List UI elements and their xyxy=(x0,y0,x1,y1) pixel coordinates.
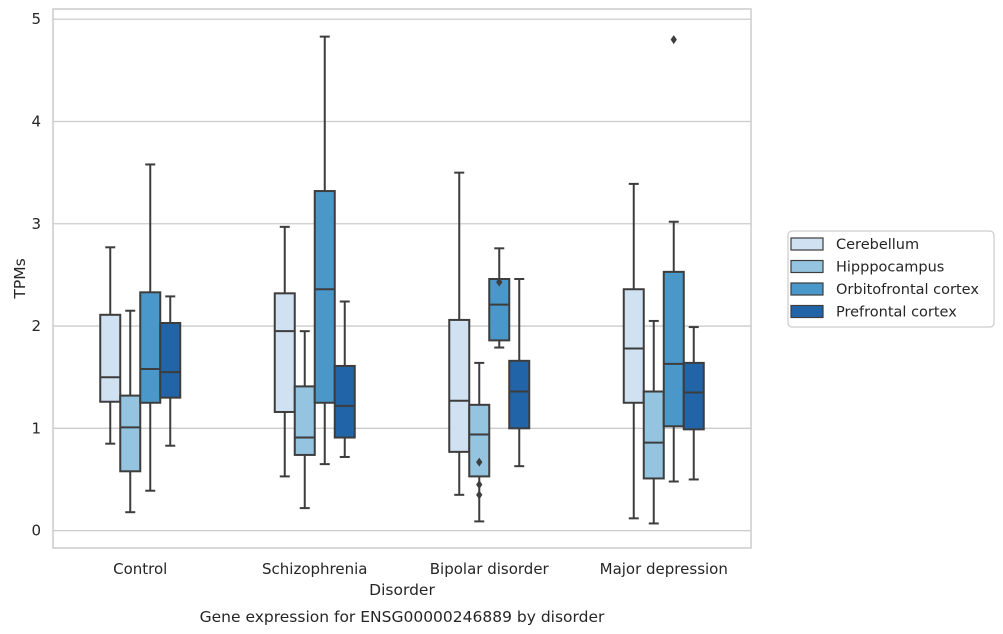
box-iqr xyxy=(642,390,665,480)
y-tick-label: 0 xyxy=(31,522,41,540)
chart-caption: Gene expression for ENSG00000246889 by d… xyxy=(200,608,605,626)
box-iqr xyxy=(468,403,491,478)
box-iqr xyxy=(682,361,705,431)
x-axis: Control Schizophrenia Bipolar disorder Majo… xyxy=(113,560,728,578)
x-axis-title: Disorder xyxy=(369,581,435,599)
box-plots xyxy=(99,35,705,525)
x-tick-label: Major depression xyxy=(600,560,728,578)
x-tick-label: Schizophrenia xyxy=(262,560,367,578)
box-iqr xyxy=(293,385,316,456)
box-iqr xyxy=(273,292,296,413)
legend-swatch xyxy=(790,259,824,274)
legend-label: Orbitofrontal cortex xyxy=(836,282,979,298)
outlier-point xyxy=(496,277,503,287)
box-iqr xyxy=(313,190,336,404)
box-hipppocampus xyxy=(293,330,316,510)
box-cerebellum xyxy=(622,182,645,520)
legend-label: Hipppocampus xyxy=(836,260,944,276)
legend-label: Prefrontal cortex xyxy=(836,305,957,321)
box-iqr xyxy=(488,278,511,342)
box-iqr xyxy=(333,364,356,439)
box-hipppocampus xyxy=(119,309,142,514)
box-orbitofrontal-cortex xyxy=(139,163,162,492)
box-hipppocampus xyxy=(468,361,491,523)
box-cerebellum xyxy=(448,171,471,496)
box-orbitofrontal-cortex xyxy=(313,35,336,466)
box-iqr xyxy=(159,321,182,399)
legend-swatch xyxy=(790,304,824,319)
plot-area xyxy=(52,8,752,549)
legend-swatch xyxy=(790,282,824,296)
outlier-point xyxy=(476,490,483,500)
box-iqr xyxy=(99,313,122,403)
box-prefrontal-cortex xyxy=(159,295,182,447)
y-tick-label: 5 xyxy=(31,10,41,28)
box-prefrontal-cortex xyxy=(682,326,705,481)
legend: Cerebellum Hipppocampus Orbitofrontal cort… xyxy=(787,230,995,328)
y-tick-label: 3 xyxy=(31,215,41,233)
x-tick-label: Control xyxy=(113,560,167,578)
outlier-point xyxy=(476,457,483,467)
box-prefrontal-cortex xyxy=(333,300,356,458)
box-orbitofrontal-cortex xyxy=(488,247,511,349)
y-axis: 0 1 2 3 4 5 xyxy=(31,10,41,539)
legend-box xyxy=(787,230,995,328)
box-cerebellum xyxy=(273,225,296,478)
outlier-point xyxy=(476,480,483,490)
y-tick-label: 1 xyxy=(31,419,41,437)
box-iqr xyxy=(139,291,162,404)
box-iqr xyxy=(622,288,645,404)
box-iqr xyxy=(508,359,531,430)
legend-label: Cerebellum xyxy=(836,237,919,253)
y-tick-label: 2 xyxy=(31,317,41,335)
box-iqr xyxy=(662,270,685,428)
y-axis-title: TPMs xyxy=(11,258,29,299)
box-iqr xyxy=(119,394,142,473)
outlier-point xyxy=(670,35,677,45)
box-prefrontal-cortex xyxy=(508,278,531,468)
box-orbitofrontal-cortex xyxy=(662,35,685,483)
box-cerebellum xyxy=(99,246,122,445)
y-tick-label: 4 xyxy=(31,113,41,131)
box-iqr xyxy=(448,318,471,453)
legend-swatch xyxy=(790,237,824,251)
box-hipppocampus xyxy=(642,319,665,525)
x-tick-label: Bipolar disorder xyxy=(430,560,550,578)
